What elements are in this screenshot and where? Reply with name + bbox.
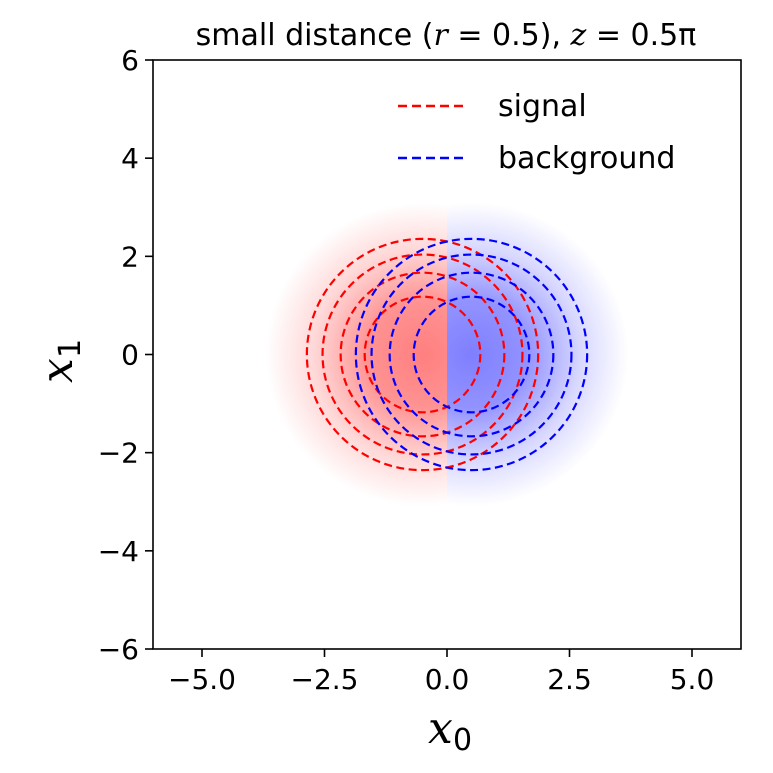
legend-label-signal: signal: [498, 89, 587, 124]
svg-text:x: x: [428, 703, 453, 754]
x-tick-label: 5.0: [670, 663, 715, 696]
signal-contour-3: [321, 253, 524, 456]
signal-contour-1: [363, 295, 482, 414]
y-axis: −6 −4 −2 0 2 4 6: [98, 44, 153, 666]
background-contour-3: [370, 253, 573, 456]
y-tick-label: 4: [121, 142, 139, 175]
x-tick-label: 2.5: [547, 663, 592, 696]
legend: signal background: [398, 89, 675, 176]
y-tick-label: 6: [121, 44, 139, 77]
y-tick-label: 0: [121, 339, 139, 372]
contour-lines: [305, 237, 589, 472]
series-signal: [305, 237, 540, 472]
signal-contour-2: [339, 271, 506, 438]
y-tick-label: −4: [98, 535, 139, 568]
y-tick-label: −6: [98, 633, 139, 666]
svg-text:1: 1: [53, 339, 88, 358]
legend-label-background: background: [498, 141, 675, 176]
x-axis-label: x 0: [428, 703, 472, 758]
series-background: [354, 237, 589, 472]
y-tick-label: −2: [98, 437, 139, 470]
background-contour-4: [354, 237, 589, 472]
x-tick-label: −5.0: [168, 663, 236, 696]
svg-text:0: 0: [453, 723, 472, 758]
y-axis-label: x 1: [32, 339, 88, 383]
background-contour-2: [388, 271, 555, 438]
svg-text:x: x: [32, 358, 83, 383]
y-tick-label: 2: [121, 240, 139, 273]
x-tick-label: 0.0: [425, 663, 470, 696]
background-contour-1: [412, 295, 531, 414]
signal-contour-4: [305, 237, 540, 472]
density-background: [265, 202, 629, 507]
x-tick-label: −2.5: [291, 663, 359, 696]
chart-title: small distance (r = 0.5), z = 0.5π: [196, 18, 697, 53]
x-axis: −5.0 −2.5 0.0 2.5 5.0: [168, 649, 714, 696]
